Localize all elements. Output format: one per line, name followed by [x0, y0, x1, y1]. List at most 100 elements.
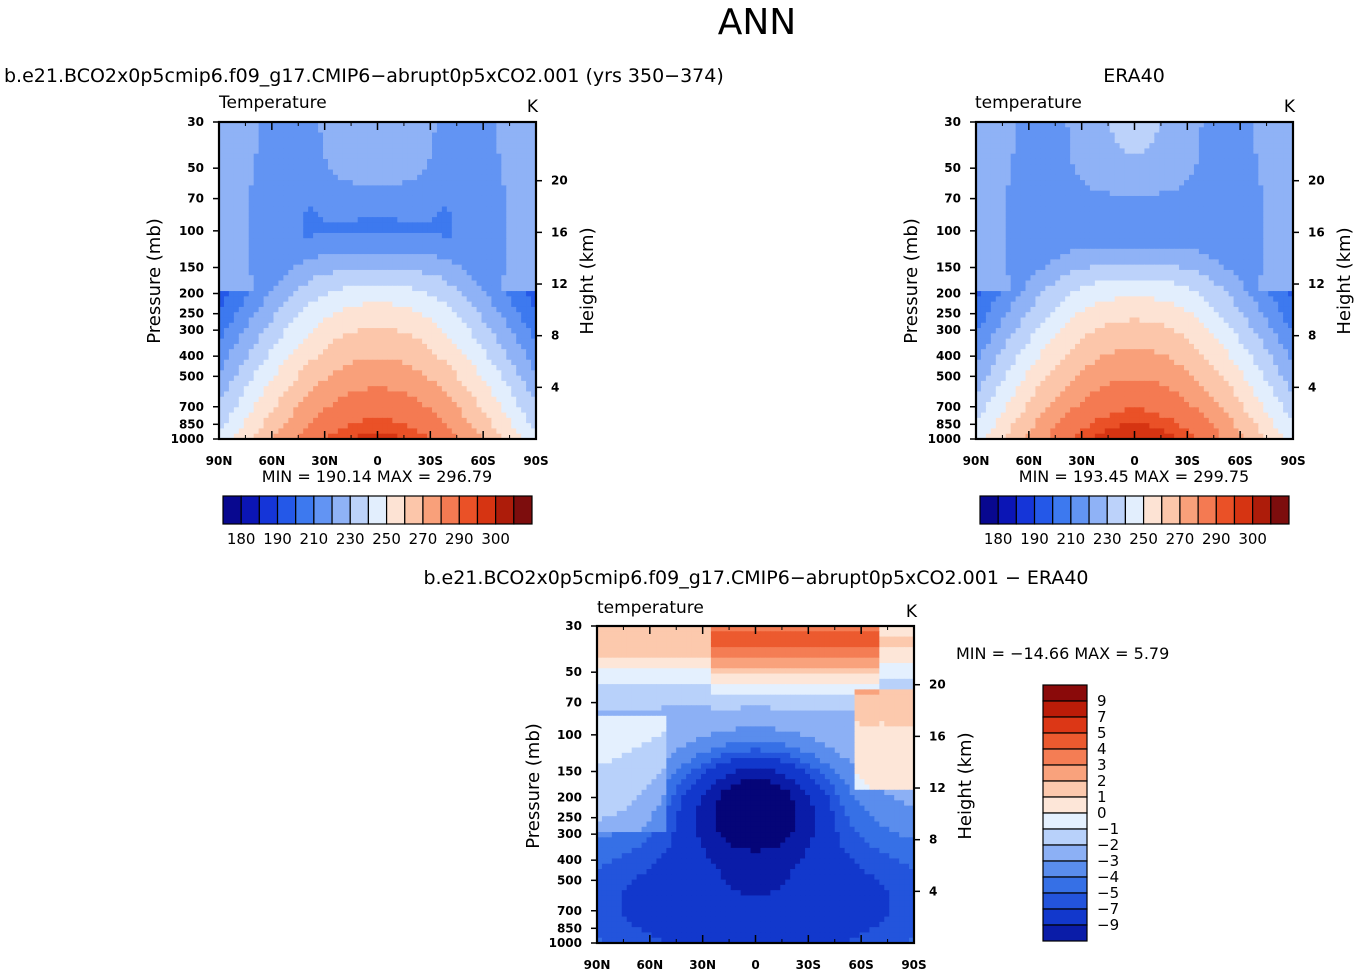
field-cell [233, 391, 240, 398]
field-cell [223, 280, 230, 287]
field-cell [1213, 143, 1220, 150]
field-cell [451, 322, 458, 329]
field-cell [387, 259, 393, 266]
field-cell [1149, 127, 1155, 134]
field-cell [451, 217, 458, 223]
field-cell [461, 338, 468, 345]
field-cell [511, 396, 517, 403]
field-cell [308, 380, 314, 387]
field-cell [980, 148, 987, 155]
field-cell [456, 285, 463, 292]
field-cell [1164, 190, 1170, 197]
field-cell [461, 264, 468, 271]
field-cell [303, 206, 309, 213]
field-cell [511, 238, 517, 245]
field-cell [491, 370, 497, 377]
field-cell [253, 259, 260, 266]
field-cell [436, 190, 443, 197]
field-cell [238, 243, 245, 250]
field-cell [367, 306, 374, 313]
field-cell [441, 391, 448, 398]
field-cell [223, 312, 230, 319]
y-tick-label: 1000 [171, 432, 204, 446]
field-cell [258, 328, 265, 334]
field-cell [362, 428, 369, 435]
field-cell [298, 190, 304, 197]
field-cell [407, 370, 413, 377]
field-cell [303, 370, 309, 377]
field-cell [223, 433, 230, 440]
field-cell [397, 423, 403, 430]
field-cell [258, 402, 265, 408]
field-cell [318, 333, 324, 340]
field-cell [417, 180, 423, 186]
field-cell [298, 174, 304, 181]
field-cell [323, 217, 329, 223]
field-cell [1089, 137, 1096, 144]
field-cell [318, 370, 324, 377]
field-cell [1099, 185, 1106, 192]
field-cell [1060, 127, 1066, 134]
field-cell [1243, 158, 1250, 165]
field-cell [347, 132, 354, 139]
colorbar-label: 290 [445, 530, 474, 548]
field-cell [441, 343, 448, 350]
field-cell [1278, 190, 1284, 197]
field-cell [1144, 137, 1150, 144]
field-cell [456, 127, 463, 134]
field-cell [1179, 190, 1185, 197]
field-cell [1288, 127, 1294, 134]
field-cell [1114, 169, 1121, 176]
field-cell [1045, 201, 1051, 208]
field-cell [417, 243, 423, 250]
field-cell [392, 222, 398, 229]
field-cell [303, 312, 309, 319]
field-cell [1065, 190, 1071, 197]
field-cell [526, 407, 532, 414]
field-cell [352, 285, 359, 292]
field-cell [506, 254, 512, 260]
field-cell [491, 269, 497, 276]
field-cell [436, 248, 443, 255]
field-cell [526, 180, 532, 186]
field-cell [516, 296, 522, 303]
field-cell [1278, 143, 1284, 150]
field-cell [397, 291, 403, 297]
field-cell [446, 243, 453, 250]
field-cell [1000, 185, 1007, 192]
field-cell [387, 132, 393, 139]
field-cell [223, 174, 230, 181]
field-cell [308, 328, 314, 334]
field-cell [456, 423, 463, 430]
field-cell [327, 232, 334, 239]
field-cell [283, 338, 289, 345]
field-cell [288, 291, 294, 297]
field-cell [223, 365, 230, 371]
field-cell [397, 190, 403, 197]
field-cell [481, 428, 488, 435]
field-cell [1020, 169, 1027, 176]
field-cell [1283, 148, 1289, 155]
field-cell [526, 174, 532, 181]
field-cell [352, 206, 359, 213]
field-cell [422, 391, 428, 398]
field-cell [1020, 185, 1027, 192]
field-cell [362, 380, 369, 387]
field-cell [387, 301, 393, 308]
field-cell [446, 412, 453, 419]
field-cell [293, 380, 299, 387]
field-cell [233, 227, 240, 234]
field-cell [1075, 137, 1081, 144]
field-cell [337, 423, 344, 430]
field-cell [1188, 132, 1195, 139]
field-cell [332, 433, 339, 440]
field-cell [382, 169, 389, 176]
field-cell [1119, 174, 1126, 181]
field-cell [1134, 143, 1141, 150]
field-cell [273, 227, 280, 234]
field-cell [1203, 201, 1210, 208]
field-cell [417, 333, 423, 340]
field-cell [397, 222, 403, 229]
field-cell [436, 185, 443, 192]
field-cell [1188, 158, 1195, 165]
